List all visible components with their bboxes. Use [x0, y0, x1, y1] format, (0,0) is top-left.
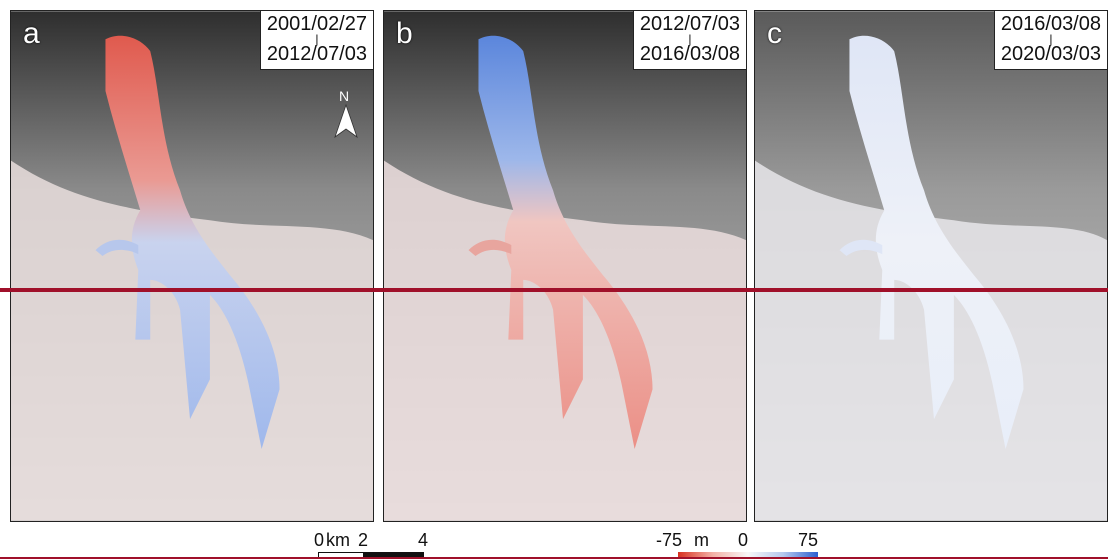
date-range-box: 2001/02/27 | 2012/07/03: [259, 11, 373, 70]
date-start: 2001/02/27: [266, 13, 367, 35]
legend-color-ramp: [678, 552, 818, 558]
legend-min-label: -75: [656, 530, 683, 550]
date-separator: |: [1049, 32, 1053, 46]
scale-label-two: 2: [358, 530, 369, 550]
date-end: 2012/07/03: [266, 43, 367, 65]
scale-segment-black: [364, 552, 424, 558]
legend-mid-label: 0: [738, 530, 749, 550]
panel-label: a: [23, 17, 40, 50]
scale-bar: 0 km 2 4: [314, 530, 444, 558]
glacier-trunk: [478, 35, 653, 449]
date-end: 2016/03/08: [639, 43, 740, 65]
date-separator: |: [688, 32, 692, 46]
date-range-box: 2012/07/03 | 2016/03/08: [632, 11, 746, 70]
scale-label-four: 4: [418, 530, 429, 550]
highlight-line: [0, 288, 1108, 292]
elevation-change-map-c: [755, 11, 1107, 521]
color-legend: -75 m 0 75: [656, 530, 836, 558]
scale-unit: km: [326, 530, 350, 550]
bottom-border-line: [0, 557, 1108, 559]
date-end: 2020/03/03: [1000, 43, 1101, 65]
date-range-box: 2016/03/08 | 2020/03/03: [993, 11, 1107, 70]
elevation-change-map-a: [11, 11, 373, 521]
scale-label-zero: 0: [314, 530, 325, 550]
date-start: 2012/07/03: [639, 13, 740, 35]
date-separator: |: [315, 32, 319, 46]
glacier-trunk: [105, 35, 280, 449]
date-start: 2016/03/08: [1000, 13, 1101, 35]
panel-label: b: [396, 17, 413, 50]
north-label: N: [339, 88, 349, 104]
glacier-tributary: [468, 239, 512, 257]
panel-label: c: [767, 17, 782, 50]
map-panel-c: c 2016/03/08 | 2020/03/03: [754, 10, 1108, 522]
map-panel-a: a 2001/02/27 | 2012/07/03 N: [10, 10, 374, 522]
north-arrow-icon: N: [334, 88, 358, 139]
glacier-tributary: [95, 239, 139, 257]
glacier-trunk: [849, 35, 1024, 449]
map-panel-b: b 2012/07/03 | 2016/03/08: [383, 10, 747, 522]
legend-max-label: 75: [798, 530, 819, 550]
elevation-change-map-b: [384, 11, 746, 521]
glacier-tributary: [839, 239, 883, 257]
legend-unit: m: [694, 530, 709, 550]
